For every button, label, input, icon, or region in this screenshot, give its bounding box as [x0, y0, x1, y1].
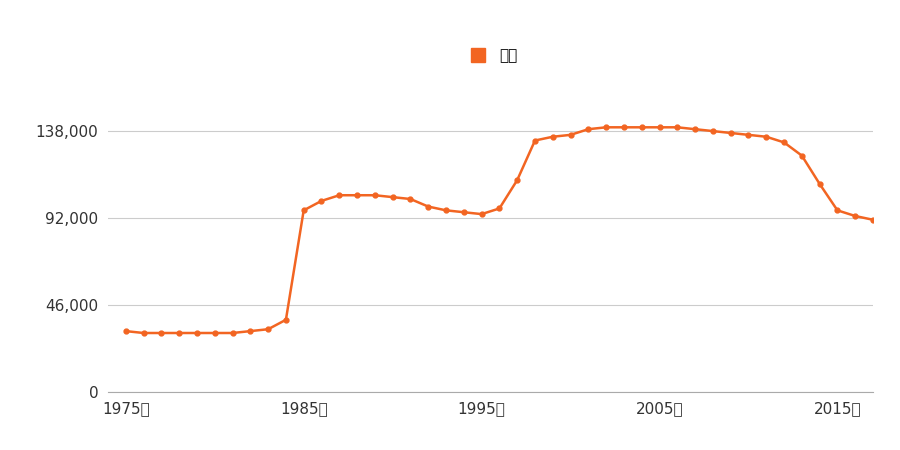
- Legend: 価格: 価格: [457, 42, 524, 69]
